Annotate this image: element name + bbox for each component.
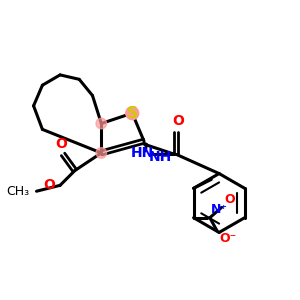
Text: N⁺: N⁺ [211, 203, 228, 216]
Text: O: O [172, 114, 184, 128]
Text: CH₃: CH₃ [6, 185, 29, 198]
Text: O: O [224, 193, 235, 206]
Text: O: O [56, 137, 68, 151]
Text: O⁻: O⁻ [220, 232, 237, 245]
Text: S: S [127, 106, 138, 121]
Circle shape [96, 118, 106, 129]
Circle shape [96, 148, 106, 158]
Text: O: O [43, 178, 55, 192]
Circle shape [126, 107, 139, 120]
Text: HN: HN [131, 146, 154, 160]
Text: NH: NH [148, 150, 172, 164]
